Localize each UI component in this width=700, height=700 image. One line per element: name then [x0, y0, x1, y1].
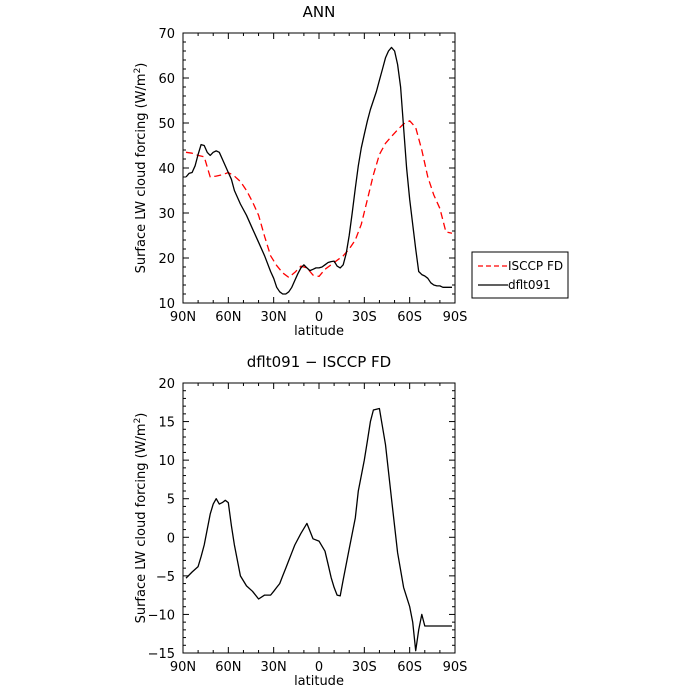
- legend: ISCCP FD dflt091: [471, 251, 569, 299]
- y-tick-label: 30: [158, 207, 175, 222]
- x-axis-label: latitude: [294, 324, 344, 339]
- legend-label: ISCCP FD: [508, 259, 563, 273]
- y-tick-label: 20: [158, 252, 175, 267]
- x-tick-label: 60N: [215, 310, 241, 325]
- legend-box: [471, 251, 569, 299]
- y-tick-label: 15: [158, 416, 175, 431]
- y-tick-label: 5: [167, 493, 175, 508]
- chart-panel-2: 90N 60N 30N 0 30S 60S 90S −15 −10 −5 0 5 10 15 20 dflt0…: [133, 353, 467, 689]
- y-axis-label: Surface LW cloud forcing (W/m2): [133, 63, 149, 274]
- series-line-dflt091: [185, 46, 452, 295]
- y-tick-label: 10: [158, 454, 175, 469]
- chart-title: dflt091 − ISCCP FD: [247, 353, 391, 371]
- x-tick-label: 60S: [397, 660, 422, 675]
- x-tick-label: 90S: [443, 310, 468, 325]
- series-line-difference: [185, 407, 452, 652]
- y-axis-label: Surface LW cloud forcing (W/m2): [133, 413, 149, 624]
- x-tick-label: 90N: [170, 660, 196, 675]
- x-tick-label: 0: [315, 310, 323, 325]
- y-tick-label: 50: [158, 117, 175, 132]
- x-axis-label: latitude: [294, 674, 344, 689]
- chart-title: ANN: [303, 3, 336, 21]
- series-line-isccp-fd: [185, 120, 453, 279]
- y-tick-label: 60: [158, 72, 175, 87]
- x-tick-label: 90N: [170, 310, 196, 325]
- x-tick-label: 30N: [261, 660, 287, 675]
- x-tick-label: 60S: [397, 310, 422, 325]
- plot-frame: [182, 32, 456, 304]
- x-tick-label: 0: [315, 660, 323, 675]
- y-tick-label: −15: [148, 647, 175, 662]
- x-tick-label: 60N: [215, 660, 241, 675]
- y-tick-label: 20: [158, 377, 175, 392]
- plot-frame: [182, 382, 456, 654]
- y-tick-label: −10: [148, 608, 175, 623]
- y-tick-label: 0: [167, 531, 175, 546]
- x-tick-label: 30S: [352, 660, 377, 675]
- x-tick-label: 90S: [443, 660, 468, 675]
- x-tick-label: 30S: [352, 310, 377, 325]
- x-tick-label: 30N: [261, 310, 287, 325]
- y-tick-label: −5: [156, 570, 175, 585]
- y-tick-label: 40: [158, 162, 175, 177]
- y-tick-label: 70: [158, 27, 175, 42]
- y-tick-label: 10: [158, 297, 175, 312]
- chart-panel-1: 90N 60N 30N 0 30S 60S 90S 10 20 30 40 50 60 70 ANN lati…: [133, 3, 569, 339]
- legend-label: dflt091: [508, 278, 551, 292]
